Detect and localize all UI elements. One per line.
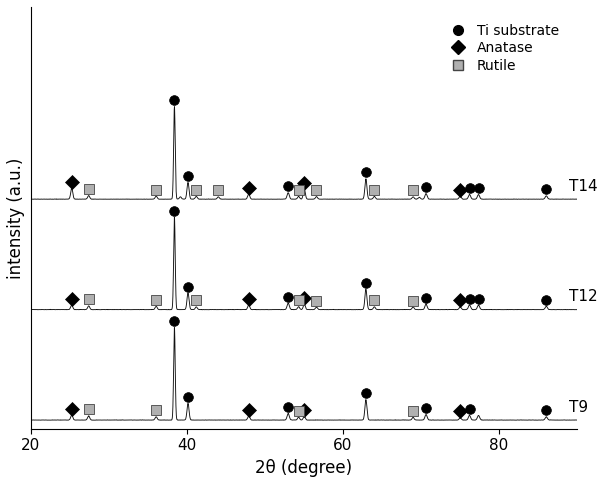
Y-axis label: intensity (a.u.): intensity (a.u.) [7,157,25,279]
Text: T12: T12 [569,289,598,304]
Text: T9: T9 [569,399,588,414]
Text: T14: T14 [569,179,598,194]
X-axis label: 2θ (degree): 2θ (degree) [255,459,352,477]
Legend: Ti substrate, Anatase, Rutile: Ti substrate, Anatase, Rutile [438,18,565,78]
